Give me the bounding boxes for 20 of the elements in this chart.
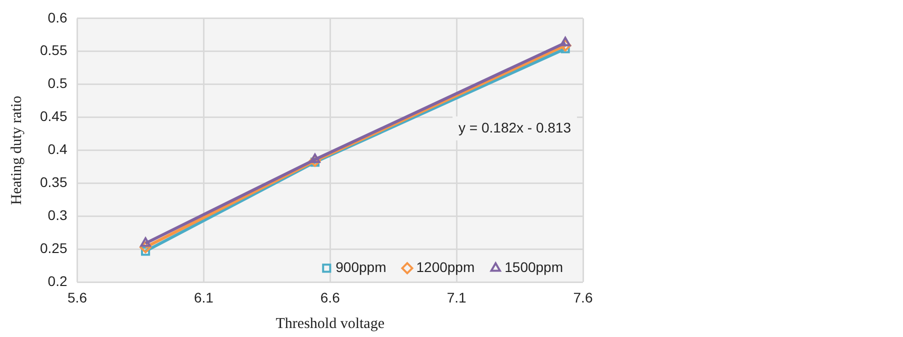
y-tick-label: 0.45 (40, 108, 68, 124)
x-tick-label: 7.1 (446, 289, 467, 306)
legend-label: 1200ppm (416, 259, 475, 276)
y-axis-title: Heating duty ratio (8, 96, 25, 205)
x-tick-label: 6.1 (194, 289, 214, 306)
legend-label: 900ppm (336, 259, 386, 276)
y-tick-label: 0.5 (48, 75, 68, 92)
y-tick-label: 0.35 (40, 174, 68, 190)
y-tick-label: 0.25 (40, 240, 68, 256)
y-tick-label: 0.6 (48, 9, 68, 26)
x-tick-label: 6.6 (320, 289, 340, 306)
y-tick-label: 0.55 (40, 42, 68, 58)
y-tick-label: 0.3 (48, 207, 68, 224)
y-tick-label: 0.4 (48, 141, 68, 158)
annotation: y = 0.182x - 0.813 (458, 119, 572, 136)
y-tick-label: 0.2 (48, 273, 68, 290)
x-axis-title: Threshold voltage (276, 316, 385, 332)
legend-label: 1500ppm (504, 259, 564, 276)
x-tick-label: 5.6 (68, 289, 88, 306)
x-tick-label: 7.6 (573, 289, 593, 306)
